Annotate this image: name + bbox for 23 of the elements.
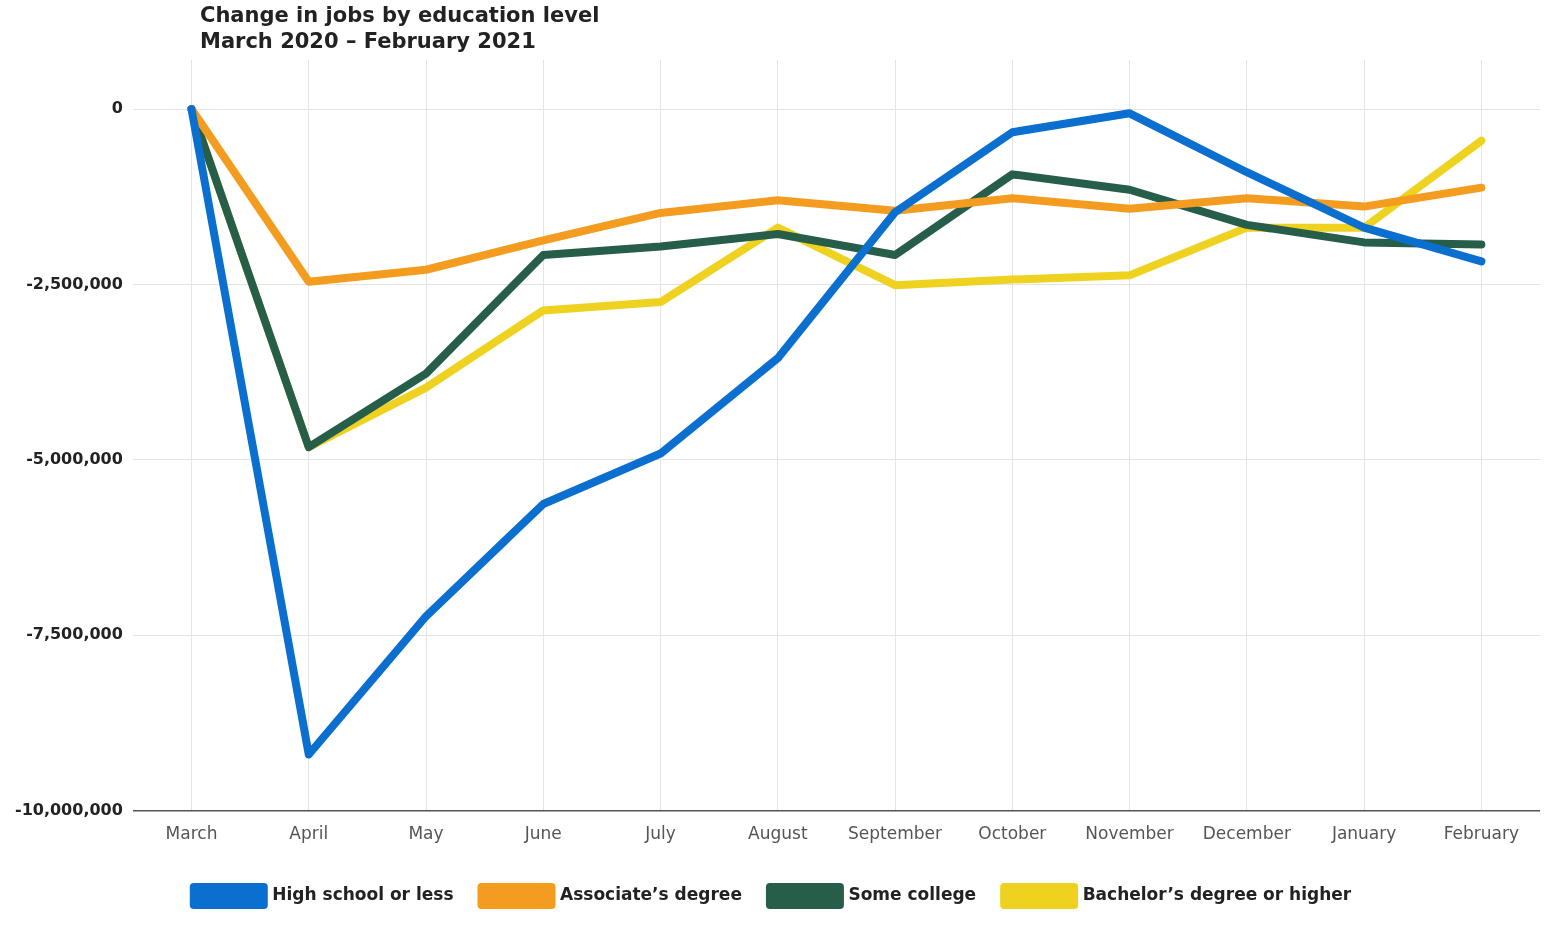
y-tick-label: 0 [111,98,123,118]
legend-label: Associate’s degree [560,884,742,905]
x-tick-label: April [289,823,329,844]
x-tick-label: August [748,823,808,844]
y-tick-label: -5,000,000 [26,449,123,469]
x-tick-label: February [1443,823,1520,844]
x-tick-label: May [408,823,444,844]
y-tick-label: -10,000,000 [15,799,123,819]
x-tick-label: March [165,823,218,844]
legend-label: High school or less [272,884,454,905]
x-tick-label: January [1330,823,1397,844]
legend-label: Some college [848,884,977,905]
y-tick-label: -7,500,000 [26,624,123,644]
x-tick-label: October [978,823,1047,844]
chart-subtitle: March 2020 – February 2021 [200,28,537,54]
x-tick-label: June [523,823,562,844]
x-tick-label: July [644,823,676,844]
legend-label: Bachelor’s degree or higher [1082,884,1352,905]
x-tick-label: December [1202,823,1291,844]
chart-title: Change in jobs by education level [200,2,600,28]
y-tick-label: -2,500,000 [26,273,123,293]
x-tick-label: September [848,823,943,844]
x-tick-label: November [1085,823,1174,844]
